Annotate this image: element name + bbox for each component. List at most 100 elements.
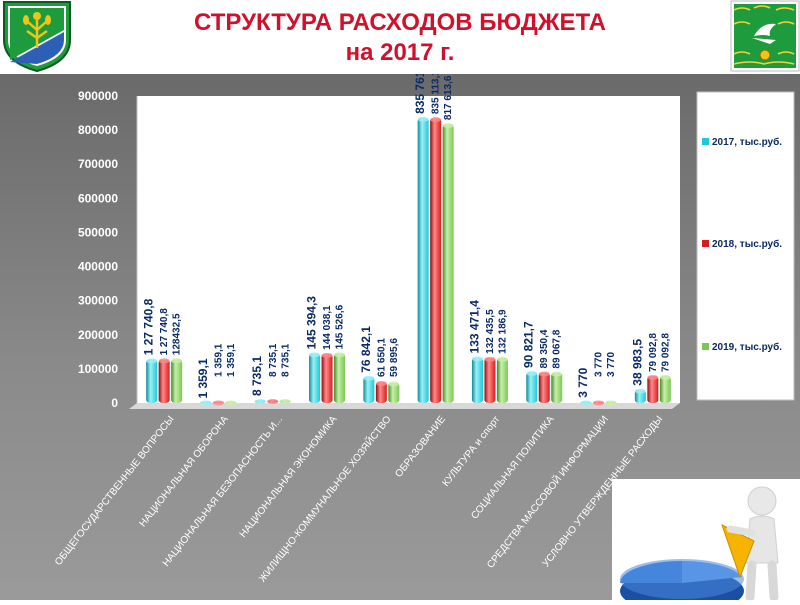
value-label: 8 735,1: [268, 343, 279, 377]
bar-cap: [309, 352, 321, 358]
presenter-pie-chart-icon: [612, 479, 800, 605]
value-label: 1 359,1: [226, 343, 237, 377]
title-line-1: СТРУКТУРА РАСХОДОВ БЮДЖЕТА: [194, 9, 606, 36]
bar-cap: [430, 117, 442, 123]
value-label: 3 770: [576, 367, 590, 397]
value-label: 76 842,1: [359, 326, 373, 373]
y-tick-label: 200000: [78, 328, 118, 342]
value-label: 1 359,1: [196, 358, 210, 398]
bar-cap: [659, 375, 671, 381]
bar-cap: [225, 400, 237, 406]
bar-2018: [538, 372, 550, 403]
bar-cap: [580, 400, 592, 406]
bar-cap: [634, 388, 646, 394]
category-label: ОБРАЗОВАНИЕ: [393, 414, 448, 480]
legend-label: 2017, тыс.руб.: [712, 136, 782, 148]
category-label: НАЦИОНАЛЬНАЯ БЕЗОПАСНОСТЬ И...: [161, 414, 285, 569]
y-tick-label: 700000: [78, 157, 118, 171]
value-label: 128432,5: [172, 313, 183, 355]
legend-swatch: [702, 343, 709, 350]
category-label: НАЦИОНАЛЬНАЯ ЭКОНОМИКА: [238, 414, 340, 540]
value-label: 144 038,1: [322, 305, 333, 350]
bar-cap: [321, 352, 333, 358]
category-label: КУЛЬТУРА и спорт: [441, 414, 503, 489]
bar-cap: [363, 375, 375, 381]
bar-2017: [471, 357, 483, 403]
bar-cap: [212, 400, 224, 406]
bar-2017: [526, 372, 538, 403]
value-label: 145 394,3: [305, 296, 319, 350]
bar-cap: [442, 123, 454, 129]
bar-cap: [279, 399, 291, 405]
bar-2018: [375, 381, 387, 403]
page-title: СТРУКТУРА РАСХОДОВ БЮДЖЕТА на 2017 г.: [100, 8, 700, 68]
bar-2018: [484, 357, 496, 403]
value-label: 1 359,1: [213, 343, 224, 377]
bar-2019: [496, 357, 508, 403]
value-label: 79 092,8: [660, 333, 671, 372]
y-tick-label: 0: [111, 396, 118, 410]
bar-cap: [267, 399, 279, 405]
bar-cap: [593, 400, 605, 406]
value-label: 8 735,1: [250, 356, 264, 396]
bar-cap: [158, 358, 170, 364]
plot-floor: [129, 403, 680, 409]
bar-2017: [363, 376, 375, 403]
legend: [696, 91, 795, 401]
value-label: 1 27 740,8: [142, 298, 156, 355]
bar-2019: [551, 372, 563, 403]
value-label: 3 770: [594, 352, 605, 377]
bar-cap: [254, 399, 266, 405]
bar-2017: [309, 353, 321, 403]
bar-cap: [647, 375, 659, 381]
bar-2017: [417, 117, 429, 404]
value-label: 90 821,7: [522, 321, 536, 368]
bar-2019: [442, 124, 454, 404]
legend-swatch: [702, 240, 709, 247]
bar-2019: [388, 382, 400, 403]
bar-cap: [171, 358, 183, 364]
value-label: 38 983,5: [630, 339, 644, 386]
bar-2018: [321, 353, 333, 403]
category-label: СРЕДСТВА МАССОВОЙ ИНФОРМАЦИИ: [484, 413, 611, 571]
y-tick-label: 500000: [78, 225, 118, 239]
bar-cap: [471, 356, 483, 362]
value-label: 89 067,8: [552, 329, 563, 368]
bar-chart: 0 100000 200000 300000 400000 500000 600000 700…: [53, 74, 795, 584]
bar-cap: [334, 352, 346, 358]
bar-cap: [551, 371, 563, 377]
y-tick-label: 300000: [78, 294, 118, 308]
category-label: ОБЩЕГОСУДАРСТВЕННЫЕ ВОПРОСЫ: [53, 414, 177, 568]
y-tick-label: 400000: [78, 260, 118, 274]
value-label: 817 613,6: [443, 75, 454, 120]
bar-cap: [496, 356, 508, 362]
bar-2019: [334, 353, 346, 403]
bar-cap: [538, 371, 550, 377]
value-label: 61 650,1: [376, 338, 387, 377]
coat-of-arms-icon: [0, 0, 74, 73]
title-line-2: на 2017 г.: [345, 39, 455, 66]
bar-2019: [171, 359, 183, 403]
bar-cap: [526, 371, 538, 377]
value-label: 145 526,6: [335, 304, 346, 349]
value-label: 132 435,5: [485, 309, 496, 354]
value-label: 835 113,1: [431, 74, 442, 114]
bar-cap: [388, 381, 400, 387]
y-tick-label: 800000: [78, 123, 118, 137]
bar-cap: [605, 400, 617, 406]
legend-swatch: [702, 138, 709, 145]
value-label: 79 092,8: [648, 333, 659, 372]
bar-2018: [158, 359, 170, 403]
bar-2018: [647, 376, 659, 403]
y-tick-label: 600000: [78, 191, 118, 205]
bar-2018: [430, 118, 442, 404]
value-label: 133 471,4: [467, 300, 481, 354]
flag-emblem-icon: [730, 0, 800, 72]
plot-wall: [137, 96, 680, 403]
value-label: 1 27 740,8: [159, 308, 170, 356]
value-label: 89 350,4: [539, 329, 550, 368]
value-label: 59 895,6: [389, 338, 400, 377]
value-label: 132 186,9: [497, 309, 508, 354]
value-label: 835 761,9: [413, 74, 427, 114]
bar-cap: [200, 400, 212, 406]
